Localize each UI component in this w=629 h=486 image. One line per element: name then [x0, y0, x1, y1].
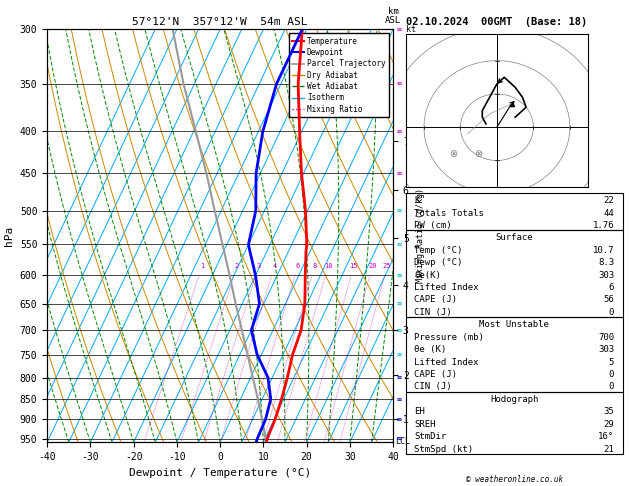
Text: ≡: ≡ — [396, 395, 401, 403]
Text: K: K — [415, 196, 420, 205]
Text: ≡: ≡ — [396, 415, 401, 424]
Text: Pressure (mb): Pressure (mb) — [415, 333, 484, 342]
Text: Temp (°C): Temp (°C) — [415, 246, 463, 255]
Text: $\otimes$: $\otimes$ — [474, 148, 483, 159]
Text: 16°: 16° — [598, 432, 614, 441]
Text: 02.10.2024  00GMT  (Base: 18): 02.10.2024 00GMT (Base: 18) — [406, 17, 587, 27]
Text: ≡: ≡ — [396, 169, 401, 178]
Text: 1: 1 — [200, 263, 204, 269]
Text: CIN (J): CIN (J) — [415, 308, 452, 317]
Text: Mixing Ratio (g/kg): Mixing Ratio (g/kg) — [416, 188, 425, 283]
Text: ≡: ≡ — [396, 326, 401, 334]
Text: ≡: ≡ — [396, 434, 401, 443]
Text: 8.3: 8.3 — [598, 258, 614, 267]
Text: Dewp (°C): Dewp (°C) — [415, 258, 463, 267]
Text: StmDir: StmDir — [415, 432, 447, 441]
Text: 1.76: 1.76 — [593, 221, 614, 230]
Bar — [406, 317, 623, 392]
Text: Lifted Index: Lifted Index — [415, 358, 479, 366]
Text: km
ASL: km ASL — [385, 7, 401, 25]
Text: ≡: ≡ — [396, 79, 401, 88]
Text: 2: 2 — [235, 263, 239, 269]
Text: 0: 0 — [609, 382, 614, 391]
Text: 5: 5 — [609, 358, 614, 366]
Text: CAPE (J): CAPE (J) — [415, 295, 457, 304]
Bar — [406, 230, 623, 317]
Text: θe (K): θe (K) — [415, 345, 447, 354]
Text: 10.7: 10.7 — [593, 246, 614, 255]
Text: 6: 6 — [609, 283, 614, 292]
Text: 56: 56 — [603, 295, 614, 304]
Text: CAPE (J): CAPE (J) — [415, 370, 457, 379]
Text: 303: 303 — [598, 271, 614, 279]
Text: ≡: ≡ — [396, 127, 401, 136]
Text: 0: 0 — [609, 370, 614, 379]
Text: θe(K): θe(K) — [415, 271, 442, 279]
Title: 57°12'N  357°12'W  54m ASL: 57°12'N 357°12'W 54m ASL — [132, 17, 308, 27]
X-axis label: Dewpoint / Temperature (°C): Dewpoint / Temperature (°C) — [129, 468, 311, 478]
Text: ≡: ≡ — [396, 271, 401, 280]
Text: LCL: LCL — [395, 437, 410, 446]
Text: 8: 8 — [313, 263, 317, 269]
Text: 10: 10 — [324, 263, 333, 269]
Text: 4: 4 — [272, 263, 277, 269]
Text: ≡: ≡ — [396, 25, 401, 34]
Text: StmSpd (kt): StmSpd (kt) — [415, 445, 474, 453]
Bar — [406, 193, 623, 230]
Text: 0: 0 — [609, 308, 614, 317]
Text: 25: 25 — [383, 263, 391, 269]
Text: 6: 6 — [296, 263, 300, 269]
Text: 44: 44 — [603, 208, 614, 218]
Text: Lifted Index: Lifted Index — [415, 283, 479, 292]
Text: ≡: ≡ — [396, 206, 401, 215]
Text: © weatheronline.co.uk: © weatheronline.co.uk — [465, 474, 563, 484]
Text: 21: 21 — [603, 445, 614, 453]
Text: 20: 20 — [368, 263, 377, 269]
Text: Surface: Surface — [496, 233, 533, 243]
Bar — [406, 392, 623, 454]
Text: 29: 29 — [603, 420, 614, 429]
Text: Hodograph: Hodograph — [490, 395, 538, 404]
Text: SREH: SREH — [415, 420, 436, 429]
Text: ≡: ≡ — [396, 350, 401, 359]
Text: ≡: ≡ — [396, 299, 401, 308]
Text: Totals Totals: Totals Totals — [415, 208, 484, 218]
Text: PW (cm): PW (cm) — [415, 221, 452, 230]
Text: 22: 22 — [603, 196, 614, 205]
Text: CIN (J): CIN (J) — [415, 382, 452, 391]
Y-axis label: hPa: hPa — [4, 226, 14, 246]
Text: 303: 303 — [598, 345, 614, 354]
Text: 700: 700 — [598, 333, 614, 342]
Text: $\otimes$: $\otimes$ — [448, 148, 458, 159]
Text: ≡: ≡ — [396, 373, 401, 382]
Legend: Temperature, Dewpoint, Parcel Trajectory, Dry Adiabat, Wet Adiabat, Isotherm, Mi: Temperature, Dewpoint, Parcel Trajectory… — [289, 33, 389, 117]
Text: 35: 35 — [603, 407, 614, 416]
Text: kt: kt — [406, 25, 416, 34]
Text: EH: EH — [415, 407, 425, 416]
Text: ≡: ≡ — [396, 240, 401, 249]
Text: 3: 3 — [257, 263, 261, 269]
Text: 15: 15 — [350, 263, 358, 269]
Text: Most Unstable: Most Unstable — [479, 320, 549, 330]
